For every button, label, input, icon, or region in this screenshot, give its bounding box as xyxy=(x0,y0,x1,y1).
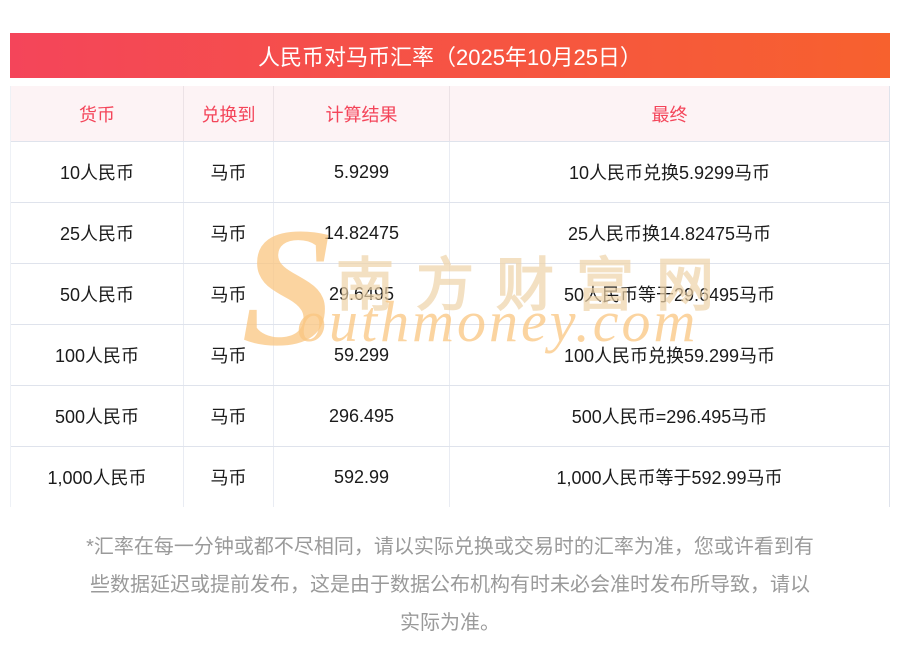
disclaimer-line: *汇率在每一分钟或都不尽相同，请以实际兑换或交易时的汇率为准，您或许看到有 xyxy=(86,536,814,558)
cell-currency: 25人民币 xyxy=(11,203,184,263)
cell-currency: 10人民币 xyxy=(11,142,184,202)
cell-currency: 500人民币 xyxy=(11,386,184,446)
cell-currency: 1,000人民币 xyxy=(11,447,184,507)
column-header-convert-to: 兑换到 xyxy=(184,86,274,141)
cell-final: 100人民币兑换59.299马币 xyxy=(563,346,776,366)
column-header-final: 最终 xyxy=(651,104,688,125)
disclaimer-line: 实际为准。 xyxy=(400,612,500,634)
cell-final: 500人民币=296.495马币 xyxy=(571,407,768,427)
exchange-rate-table: 货币 兑换到 计算结果 最终 10人民币 马币 5.9299 10人民币兑换5.… xyxy=(10,86,890,507)
table-row: 500人民币 马币 296.495 500人民币=296.495马币 xyxy=(11,385,889,446)
cell-result: 5.9299 xyxy=(274,142,450,202)
cell-convert-to: 马币 xyxy=(184,264,274,324)
cell-convert-to: 马币 xyxy=(184,447,274,507)
column-header-currency: 货币 xyxy=(11,86,184,141)
table-header-row: 货币 兑换到 计算结果 最终 xyxy=(11,86,889,141)
disclaimer: *汇率在每一分钟或都不尽相同，请以实际兑换或交易时的汇率为准，您或许看到有 些数… xyxy=(10,528,890,642)
cell-final: 1,000人民币等于592.99马币 xyxy=(556,468,783,488)
cell-convert-to: 马币 xyxy=(184,386,274,446)
cell-result: 592.99 xyxy=(274,447,450,507)
disclaimer-line: 些数据延迟或提前发布，这是由于数据公布机构有时未必会准时发布所导致，请以 xyxy=(90,574,810,596)
table-title-bar: 人民币对马币汇率（2025年10月25日） xyxy=(10,33,890,78)
cell-result: 296.495 xyxy=(274,386,450,446)
cell-final: 10人民币兑换5.9299马币 xyxy=(568,163,771,183)
cell-final: 50人民币等于29.6495马币 xyxy=(563,285,776,305)
cell-result: 59.299 xyxy=(274,325,450,385)
cell-final: 25人民币换14.82475马币 xyxy=(567,224,772,244)
table-row: 50人民币 马币 29.6495 50人民币等于29.6495马币 xyxy=(11,263,889,324)
cell-result: 14.82475 xyxy=(274,203,450,263)
table-row: 100人民币 马币 59.299 100人民币兑换59.299马币 xyxy=(11,324,889,385)
cell-convert-to: 马币 xyxy=(184,325,274,385)
table-row: 25人民币 马币 14.82475 25人民币换14.82475马币 xyxy=(11,202,889,263)
cell-currency: 100人民币 xyxy=(11,325,184,385)
cell-convert-to: 马币 xyxy=(184,203,274,263)
cell-result: 29.6495 xyxy=(274,264,450,324)
cell-currency: 50人民币 xyxy=(11,264,184,324)
table-title: 人民币对马币汇率（2025年10月25日） xyxy=(258,44,642,70)
column-header-result: 计算结果 xyxy=(274,86,450,141)
cell-convert-to: 马币 xyxy=(184,142,274,202)
table-row: 1,000人民币 马币 592.99 1,000人民币等于592.99马币 xyxy=(11,446,889,507)
table-row: 10人民币 马币 5.9299 10人民币兑换5.9299马币 xyxy=(11,141,889,202)
